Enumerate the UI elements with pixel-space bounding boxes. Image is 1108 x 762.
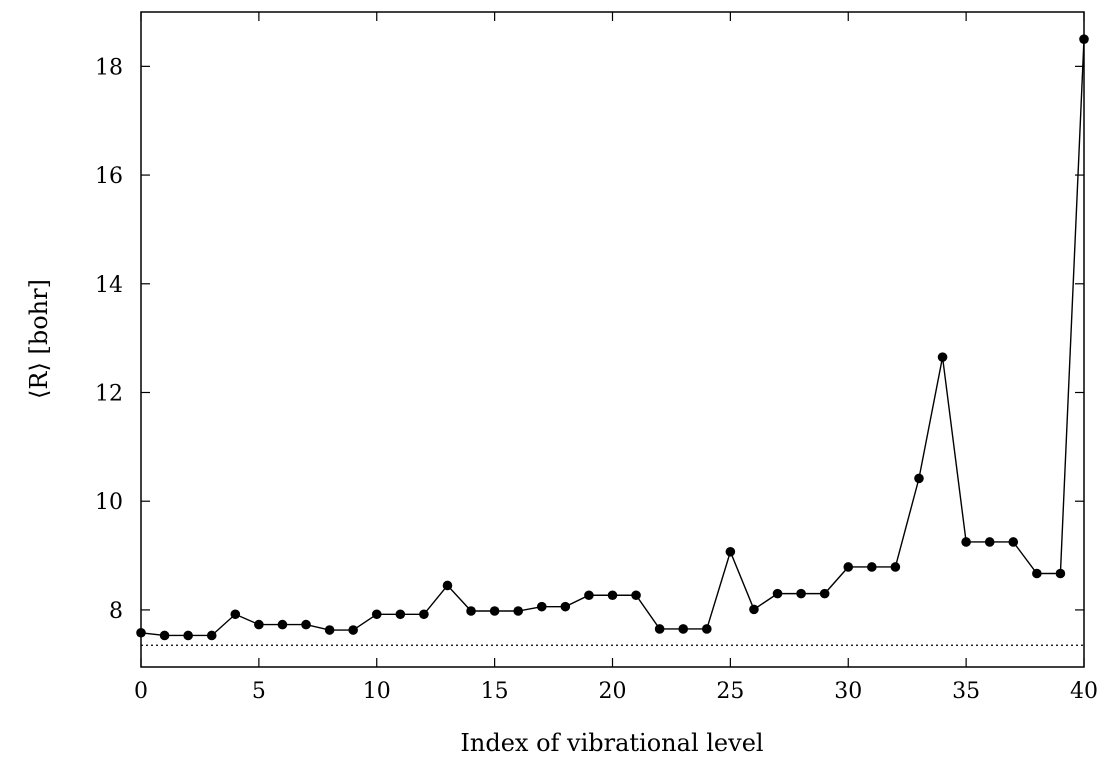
data-point: [277, 619, 288, 630]
x-tick-label: 15: [481, 679, 509, 704]
data-point: [1055, 568, 1066, 579]
data-point: [348, 625, 358, 635]
x-tick-label: 20: [599, 679, 627, 704]
data-point: [984, 537, 995, 547]
data-point: [654, 624, 665, 634]
data-point: [159, 630, 170, 641]
x-tick-label: 10: [363, 679, 391, 704]
y-tick-label: 16: [95, 164, 123, 189]
data-point: [772, 588, 783, 599]
data-point: [1079, 34, 1089, 44]
data-point: [725, 546, 736, 557]
data-point: [678, 624, 689, 634]
data-point: [254, 619, 264, 630]
data-point: [1032, 568, 1042, 579]
data-point: [584, 590, 594, 601]
x-axis-ticks: 0 5 10 15 20 25 30 35 40: [134, 12, 1098, 704]
series-line: [140, 39, 1085, 637]
y-tick-label: 14: [95, 273, 123, 298]
data-point: [890, 562, 901, 572]
y-axis-ticks: 8 10 12 14 16 18: [95, 55, 1084, 624]
data-point: [843, 562, 854, 572]
data-point: [371, 609, 382, 620]
data-point: [702, 624, 712, 634]
series-group: [136, 34, 1089, 641]
data-point: [536, 601, 547, 612]
data-point: [961, 537, 971, 547]
data-point: [466, 606, 476, 616]
x-tick-label: 0: [134, 679, 148, 704]
data-point: [206, 630, 217, 641]
data-point: [136, 627, 146, 638]
data-point: [796, 588, 806, 599]
data-point: [513, 606, 523, 616]
y-tick-label: 18: [95, 55, 123, 80]
plot-frame: [140, 11, 1085, 668]
data-point: [230, 609, 241, 620]
data-point: [301, 619, 311, 630]
y-tick-label: 12: [95, 381, 123, 406]
data-point: [183, 630, 193, 641]
y-tick-label: 8: [109, 599, 123, 624]
data-point: [607, 590, 618, 601]
data-point: [749, 604, 759, 615]
data-point: [867, 562, 877, 572]
data-point: [914, 473, 924, 484]
data-point: [442, 580, 453, 591]
y-axis-label: ⟨R⟩ [bohr]: [25, 279, 53, 399]
data-point: [395, 609, 406, 620]
x-tick-label: 40: [1070, 679, 1098, 704]
data-point: [419, 609, 429, 620]
data-point: [937, 352, 948, 362]
data-point: [631, 590, 641, 601]
x-tick-label: 30: [834, 679, 862, 704]
data-point: [560, 601, 571, 612]
x-axis-label: Index of vibrational level: [460, 729, 763, 757]
x-tick-label: 25: [716, 679, 744, 704]
y-tick-label: 10: [95, 490, 123, 515]
data-point: [324, 625, 335, 635]
data-point: [819, 588, 830, 599]
data-point: [489, 606, 500, 616]
data-point: [1008, 537, 1019, 547]
x-tick-label: 5: [252, 679, 266, 704]
x-tick-label: 35: [952, 679, 980, 704]
